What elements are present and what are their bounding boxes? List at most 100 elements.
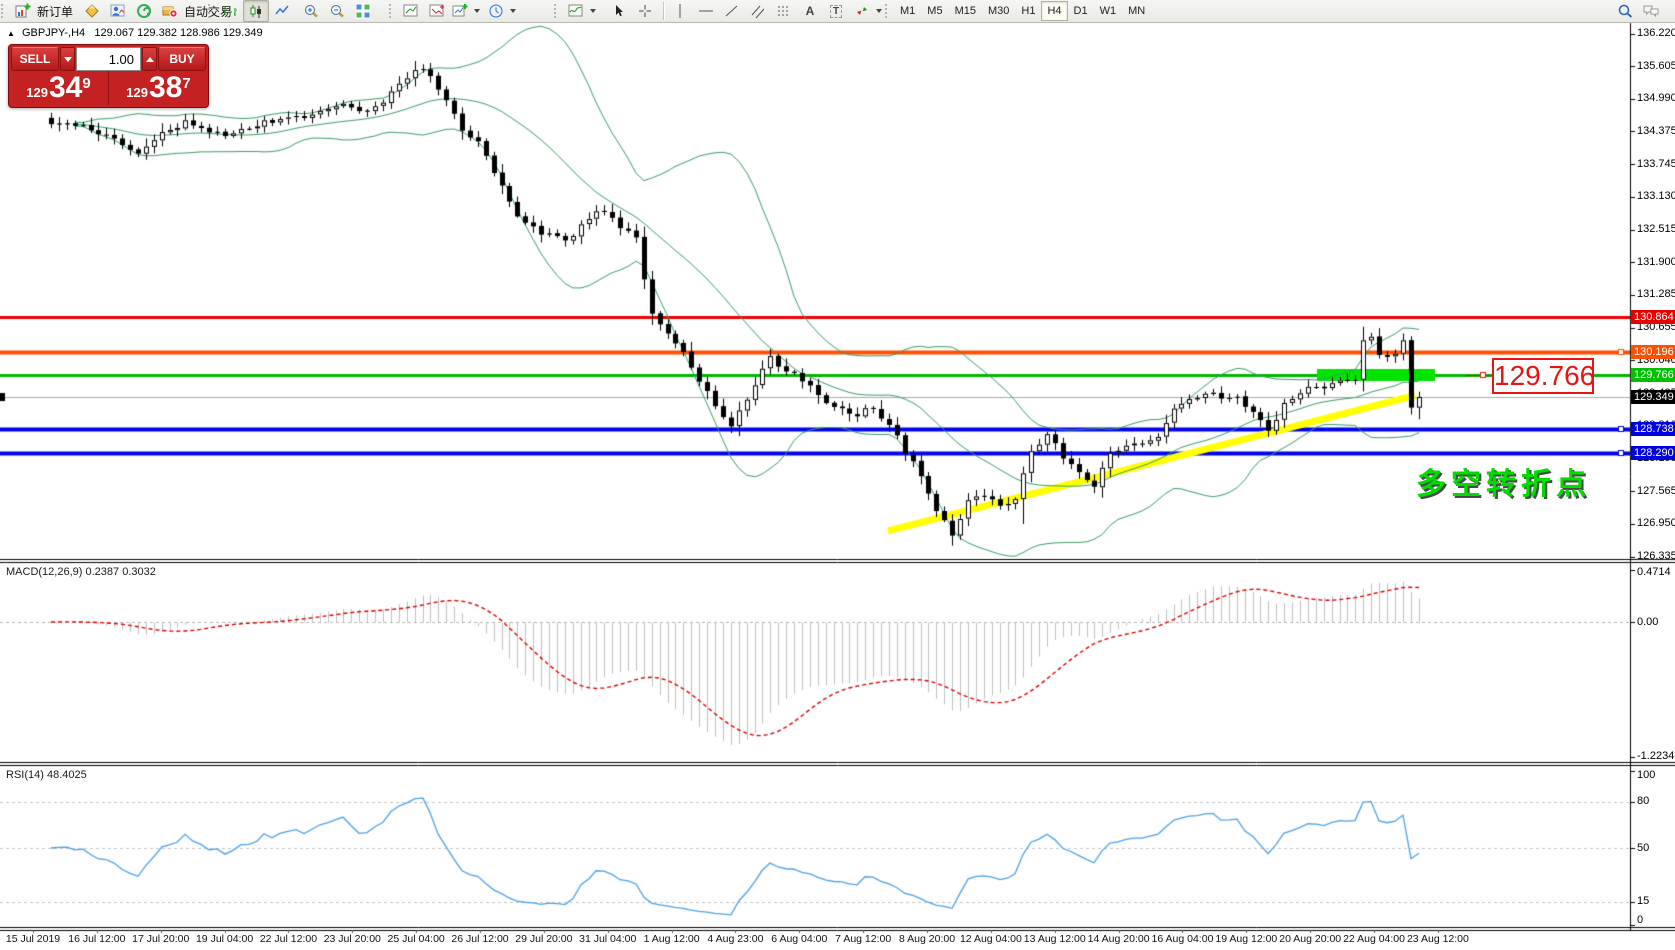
volume-decrease-button[interactable] xyxy=(60,47,75,71)
time-axis-label: 29 Jul 20:00 xyxy=(515,933,573,945)
vertical-line-tool-icon[interactable] xyxy=(667,0,693,22)
toolbar-group-templates xyxy=(553,0,599,22)
symbol-info-bar: ▲ GBPJPY-,H4 129.067 129.382 128.986 129… xyxy=(7,27,263,39)
toolbar-separator xyxy=(663,2,664,20)
buy-price[interactable]: 129 38 7 xyxy=(126,71,191,104)
timeframe-toolbar: M1 M5 M15 M30 H1 H4 D1 W1 MN xyxy=(884,0,1151,22)
rsi-tick-label: 80 xyxy=(1637,795,1650,808)
collapse-panel-icon[interactable]: ▲ xyxy=(7,29,15,38)
toolbar-group-zoom xyxy=(298,0,376,22)
line-chart-icon[interactable] xyxy=(269,0,295,22)
text-label-tool-icon[interactable]: T xyxy=(823,0,849,22)
search-icon[interactable] xyxy=(1612,0,1638,22)
toolbar-grip[interactable] xyxy=(885,4,891,18)
price-tick-label: 136.220 xyxy=(1637,27,1675,39)
time-axis-label: 15 Jul 2019 xyxy=(5,933,61,945)
zoom-in-icon[interactable] xyxy=(298,0,324,22)
indicator-window-icon[interactable] xyxy=(398,0,424,22)
price-tick-label: 134.375 xyxy=(1637,124,1675,137)
price-tick-label: 133.130 xyxy=(1637,190,1675,203)
arrows-tool-icon[interactable] xyxy=(849,0,875,22)
indicator-window-add-icon[interactable] xyxy=(424,0,450,22)
price-tick-label: 127.565 xyxy=(1637,484,1675,497)
toolbar-group-indicator-windows xyxy=(388,0,450,22)
volume-increase-button[interactable] xyxy=(142,47,157,71)
timeframe-button-M1[interactable]: M1 xyxy=(894,1,921,21)
indicators-template-icon[interactable] xyxy=(563,0,589,22)
sell-button[interactable]: SELL xyxy=(11,47,59,71)
price-level-tag: 130.864 xyxy=(1631,309,1675,324)
toolbar-grip[interactable] xyxy=(554,4,560,18)
accounts-icon[interactable] xyxy=(105,0,131,22)
price-level-tag: 128.738 xyxy=(1631,422,1675,437)
price-tick-label: 130.655 xyxy=(1637,321,1675,334)
volume-input[interactable]: 1.00 xyxy=(76,47,141,71)
chart-note-text[interactable]: 多空转折点 xyxy=(1416,468,1591,501)
signals-icon[interactable] xyxy=(131,0,157,22)
macd-label: MACD(12,26,9) 0.2387 0.3032 xyxy=(6,566,156,578)
chart-period-dropdown-icon[interactable] xyxy=(510,9,516,13)
new-order-label[interactable]: 新订单 xyxy=(37,4,74,19)
price-tick-label: 133.745 xyxy=(1637,157,1675,170)
time-axis-label: 25 Jul 04:00 xyxy=(387,933,445,945)
timeframe-button-M15[interactable]: M15 xyxy=(949,1,982,21)
chart-period-clock-icon[interactable] xyxy=(483,0,509,22)
chevron-down-icon xyxy=(63,56,72,62)
new-chart-icon[interactable] xyxy=(447,0,473,22)
timeframe-button-MN[interactable]: MN xyxy=(1122,1,1151,21)
timeframe-button-W1[interactable]: W1 xyxy=(1094,1,1123,21)
ohlc-values: 129.067 129.382 128.986 129.349 xyxy=(94,27,263,39)
symbol-title: GBPJPY-,H4 xyxy=(21,27,86,39)
time-axis-label: 31 Jul 04:00 xyxy=(579,933,637,945)
timeframe-button-M5[interactable]: M5 xyxy=(921,1,948,21)
price-tick-label: 132.515 xyxy=(1637,223,1675,236)
time-axis-label: 6 Aug 04:00 xyxy=(771,933,828,945)
new-chart-dropdown-icon[interactable] xyxy=(474,9,480,13)
price-level-tag: 130.196 xyxy=(1631,345,1675,360)
rsi-label: RSI(14) 48.4025 xyxy=(6,769,87,781)
time-axis-label: 16 Aug 04:00 xyxy=(1151,933,1214,945)
fibonacci-tool-icon[interactable] xyxy=(771,0,797,22)
rsi-tick-label: 0 xyxy=(1637,914,1644,926)
templates-dropdown-icon[interactable] xyxy=(590,9,596,13)
auto-trading-icon[interactable] xyxy=(157,0,183,22)
market-watch-icon[interactable] xyxy=(79,0,105,22)
cursor-arrow-icon[interactable] xyxy=(606,0,632,22)
toolbar-grip[interactable] xyxy=(208,4,214,18)
toolbar-grip[interactable] xyxy=(1,4,7,18)
price-callout-box[interactable]: 129.766 xyxy=(1492,358,1595,394)
buy-button[interactable]: BUY xyxy=(158,47,206,71)
price-level-tag: 128.290 xyxy=(1631,446,1675,461)
toolbar-grip[interactable] xyxy=(389,4,395,18)
crosshair-icon[interactable] xyxy=(632,0,658,22)
horizontal-line-tool-icon[interactable] xyxy=(693,0,719,22)
trendline-tool-icon[interactable] xyxy=(719,0,745,22)
time-axis-label: 19 Jul 04:00 xyxy=(195,933,254,945)
sell-price[interactable]: 129 34 9 xyxy=(9,71,109,105)
price-level-tag: 129.766 xyxy=(1631,367,1675,382)
bar-chart-icon[interactable] xyxy=(217,0,243,22)
chat-icon[interactable] xyxy=(1638,0,1664,22)
chevron-up-icon xyxy=(145,56,154,62)
timeframe-button-H4[interactable]: H4 xyxy=(1041,1,1068,21)
candlestick-chart-icon[interactable] xyxy=(243,0,269,22)
toolbar-group-new-chart xyxy=(447,0,519,22)
zoom-out-icon[interactable] xyxy=(324,0,350,22)
tile-windows-icon[interactable] xyxy=(350,0,376,22)
macd-tick-label: -1.2234 xyxy=(1637,750,1675,762)
arrows-dropdown-icon[interactable] xyxy=(876,9,882,13)
price-tick-label: 134.990 xyxy=(1637,92,1675,105)
timeframe-button-M30[interactable]: M30 xyxy=(982,1,1015,21)
text-tool-icon[interactable]: A xyxy=(805,4,815,18)
time-axis-label: 12 Aug 04:00 xyxy=(959,933,1022,945)
equidistant-channel-tool-icon[interactable] xyxy=(745,0,771,22)
toolbar-group-chart-type xyxy=(207,0,295,22)
new-order-icon[interactable] xyxy=(10,0,36,22)
time-axis-label: 20 Aug 20:00 xyxy=(1279,933,1342,945)
time-axis-label: 4 Aug 23:00 xyxy=(707,933,764,945)
time-axis-label: 23 Jul 20:00 xyxy=(323,933,381,945)
timeframe-button-H1[interactable]: H1 xyxy=(1015,1,1041,21)
timeframe-button-D1[interactable]: D1 xyxy=(1068,1,1094,21)
